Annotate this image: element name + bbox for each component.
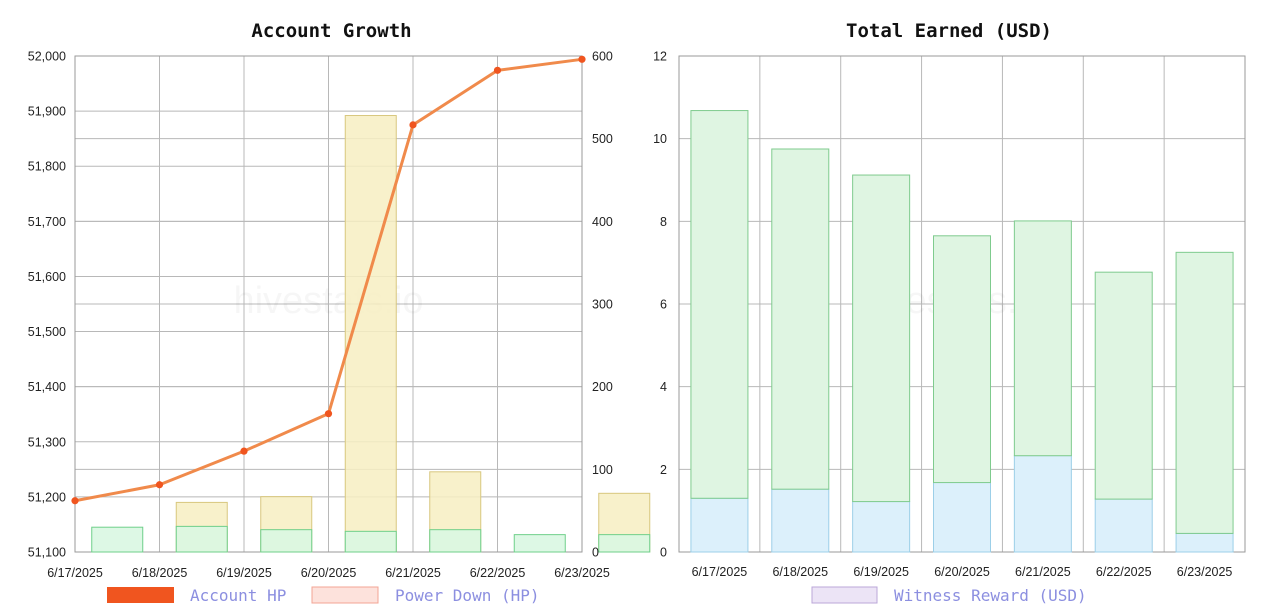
chart2-bar-seg0-6-23-2025 [1175,532,1234,553]
chart1-ytick-left: 51,600 [28,270,66,284]
chart2-bar-seg0-6-21-2025 [1013,455,1072,553]
chart1-bar-green-6-18-2025 [175,525,228,553]
chart1-bar-green-6-22-2025 [513,534,566,553]
chart1-ytick-left: 51,800 [28,160,66,174]
chart1-title: Account Growth [251,20,411,42]
chart1-xtick: 6/23/2025 [554,566,610,580]
chart1-bar-green-6-20-2025 [344,530,397,553]
chart1-point-account-hp-6-17-2025 [71,497,79,505]
chart2-ytick: 6 [660,298,667,312]
chart2-legend-label-witness-reward: Witness Reward (USD) [894,586,1087,605]
chart2-bar-seg0-6-17-2025 [690,497,749,553]
chart2-ytick: 4 [660,380,667,394]
chart2-bar-seg1-6-23-2025 [1175,251,1234,534]
chart1-ytick-right: 600 [592,50,613,64]
chart2-ytick: 0 [660,546,667,560]
chart2-bar-seg0-6-22-2025 [1094,498,1153,553]
chart1-point-account-hp-6-18-2025 [155,481,164,489]
chart2-xtick: 6/18/2025 [772,565,828,579]
chart2-title: Total Earned (USD) [846,20,1052,42]
chart1-point-account-hp-6-23-2025 [578,55,586,63]
chart2-bar-seg1-6-19-2025 [852,174,911,503]
chart2-xtick: 6/21/2025 [1015,565,1071,579]
chart2-xtick: 6/23/2025 [1177,565,1233,579]
chart1-bar-power-down-6-20-2025 [344,115,397,553]
chart1-ytick-left: 51,700 [28,215,66,229]
chart1-legend-swatch-power-down [311,586,379,604]
chart1-ytick-left: 51,900 [28,105,66,119]
chart2-bar-seg1-6-18-2025 [771,148,830,490]
chart1-xtick: 6/22/2025 [470,566,526,580]
chart2-ytick: 8 [660,215,667,229]
chart2-xtick: 6/22/2025 [1096,565,1152,579]
chart1-point-account-hp-6-21-2025 [409,121,417,129]
chart2-xtick: 6/19/2025 [853,565,909,579]
chart1-ytick-right: 300 [592,298,613,312]
chart1-ytick-right: 100 [592,463,613,477]
chart1-legend-label-account-hp: Account HP [190,586,286,605]
chart1-ytick-left: 51,200 [28,490,66,504]
chart2-bar-seg1-6-20-2025 [933,235,991,484]
chart2-xtick: 6/17/2025 [692,565,748,579]
chart2-bar-seg0-6-19-2025 [852,501,911,553]
chart1-bar-green-6-17-2025 [91,526,144,553]
chart1-xtick: 6/20/2025 [301,566,357,580]
chart1-xtick: 6/19/2025 [216,566,272,580]
chart1-bar-green-6-21-2025 [429,529,482,553]
chart1-ytick-right: 0 [592,546,599,560]
chart2-bar-seg1-6-17-2025 [690,110,749,499]
chart1-ytick-left: 51,500 [28,325,66,339]
chart2-bar-seg0-6-20-2025 [933,482,991,553]
chart2-ytick: 2 [660,463,667,477]
chart1-plot-border [74,55,583,553]
chart2-bar-seg1-6-21-2025 [1013,220,1072,457]
chart1-bar-green-6-19-2025 [260,529,313,553]
chart1-xtick: 6/18/2025 [132,566,188,580]
chart1-ytick-left: 51,100 [28,546,66,560]
chart1-ytick-left: 52,000 [28,50,66,64]
chart1-ytick-right: 500 [592,132,613,146]
chart1-point-account-hp-6-20-2025 [324,410,333,418]
chart1-ytick-left: 51,400 [28,380,66,394]
chart2-ytick: 12 [653,50,667,64]
chart2-ytick: 10 [653,132,667,146]
chart2-xtick: 6/20/2025 [934,565,990,579]
chart1-legend-swatch-account-hp [107,587,174,603]
chart1-legend-label-power-down: Power Down (HP) [395,586,540,605]
chart2-bar-seg0-6-18-2025 [771,488,830,553]
chart1-bar-green-6-23-2025 [598,534,651,553]
chart1-xtick: 6/21/2025 [385,566,441,580]
chart1-xtick: 6/17/2025 [47,566,103,580]
chart2-bar-seg1-6-22-2025 [1094,271,1153,500]
chart1-ytick-right: 200 [592,380,613,394]
chart1-ytick-left: 51,300 [28,435,66,449]
chart2-legend-swatch-witness-reward [811,586,878,604]
chart1-point-account-hp-6-22-2025 [493,66,502,74]
chart1-ytick-right: 400 [592,215,613,229]
chart1-point-account-hp-6-19-2025 [240,447,248,455]
